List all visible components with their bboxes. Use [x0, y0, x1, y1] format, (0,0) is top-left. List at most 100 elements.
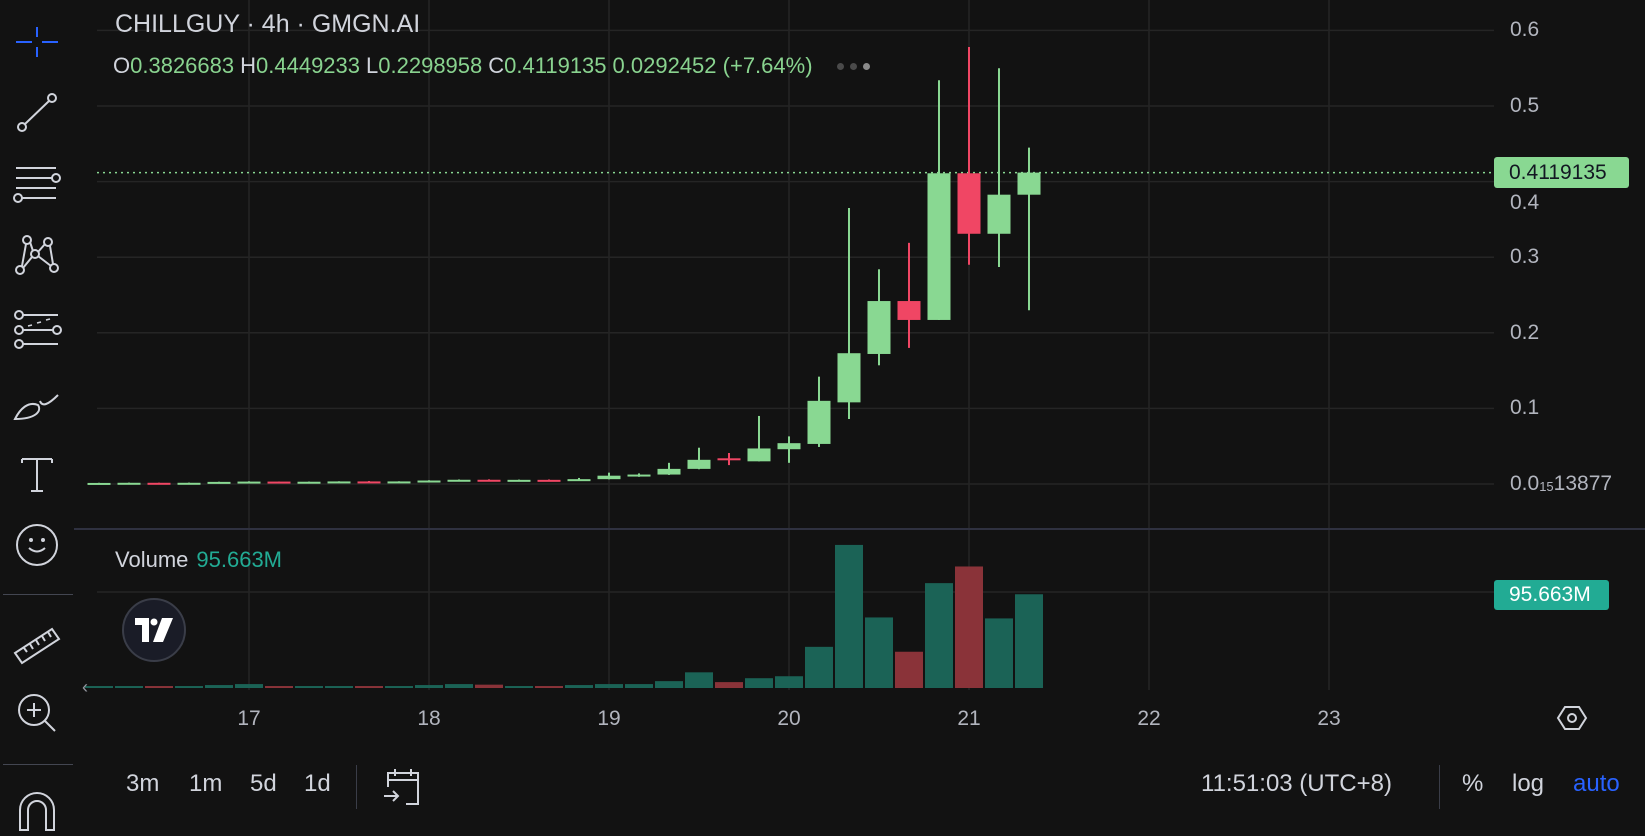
go-to-date-button[interactable]: [382, 767, 422, 812]
time-axis-label: 23: [1317, 707, 1341, 730]
volume-bar: [775, 676, 803, 688]
forecast-tool[interactable]: [12, 305, 62, 355]
emoji-tool[interactable]: [12, 520, 62, 570]
candle: [927, 80, 951, 320]
settings-hexagon-icon: [1556, 706, 1588, 730]
candle-body: [237, 481, 261, 484]
volume-tag: 95.663M: [1494, 580, 1609, 610]
ohlc-legend: O0.3826683 H0.4449233 L0.2298958 C0.4119…: [113, 53, 870, 79]
chart-title: CHILLGUY · 4h · GMGN.AI: [115, 10, 421, 38]
range-5d-button[interactable]: 5d: [250, 770, 277, 797]
percent-toggle[interactable]: %: [1462, 770, 1484, 797]
candle: [747, 415, 771, 462]
candle-body: [87, 482, 111, 485]
candle-body: [897, 301, 921, 320]
trend-line-tool[interactable]: [12, 88, 62, 138]
candle-body: [537, 479, 561, 482]
candle: [387, 481, 411, 484]
candle-body: [1017, 172, 1041, 195]
settings-button[interactable]: [1556, 704, 1588, 737]
price-axis-label: 0.5: [1510, 94, 1540, 117]
candle-body: [567, 479, 591, 482]
volume-bar: [955, 566, 983, 688]
candle-body: [657, 468, 681, 475]
candles: [87, 47, 1041, 485]
open-label: O: [113, 53, 131, 78]
zoom-in-tool[interactable]: [12, 688, 62, 738]
candle: [267, 481, 291, 484]
candle-body: [747, 448, 771, 462]
time-axis-label: 20: [777, 707, 801, 730]
price-axis-label: 0.3: [1510, 245, 1540, 269]
candle-body: [597, 475, 621, 480]
candle: [447, 479, 471, 482]
horizontal-lines-tool[interactable]: [12, 160, 62, 210]
candle-body: [327, 481, 351, 484]
volume-bar: [565, 685, 593, 688]
candle-body: [477, 479, 501, 482]
collapse-arrow-icon[interactable]: ‹: [82, 677, 88, 697]
candle-body: [717, 458, 741, 461]
brush-tool[interactable]: [12, 377, 62, 427]
candle: [117, 482, 141, 485]
candle-body: [627, 474, 651, 477]
volume-bar: [475, 684, 503, 688]
pattern-icon: [15, 235, 59, 275]
candle: [837, 208, 861, 419]
auto-toggle[interactable]: auto: [1573, 770, 1620, 797]
high-value: 0.4449233: [256, 53, 361, 78]
time-axis-label: 19: [597, 707, 621, 730]
clock[interactable]: 11:51:03 (UTC+8): [1201, 770, 1392, 797]
volume-bar: [505, 686, 533, 688]
price-axis-label: 0.1: [1510, 396, 1540, 420]
ruler-tool[interactable]: [12, 617, 62, 667]
volume-legend[interactable]: Volume 95.663M: [115, 547, 282, 573]
volume-bar: [655, 681, 683, 688]
time-axis-label: 18: [417, 707, 441, 730]
candle: [147, 482, 171, 485]
volume-bar: [745, 678, 773, 688]
text-tool[interactable]: [12, 449, 62, 499]
candle: [957, 47, 981, 265]
candle: [657, 462, 681, 475]
bottom-divider: [356, 765, 357, 809]
toolbar-divider: [3, 594, 73, 595]
pattern-tool[interactable]: [12, 230, 62, 280]
close-value: 0.4119135: [504, 53, 607, 78]
volume-bar: [205, 685, 233, 688]
volume-bar: [895, 651, 923, 688]
volume-bar: [865, 617, 893, 688]
candle: [477, 479, 501, 482]
bottom-divider: [1439, 765, 1440, 809]
text-icon: [21, 458, 53, 492]
log-toggle[interactable]: log: [1512, 770, 1545, 797]
candle: [237, 481, 261, 484]
crosshair-tool[interactable]: [12, 17, 62, 67]
time-axis-label: 21: [957, 707, 981, 730]
volume-bar: [355, 686, 383, 688]
more-options-button[interactable]: [836, 62, 870, 70]
volume-bar: [445, 684, 473, 688]
range-1m-button[interactable]: 1m: [189, 770, 223, 797]
horizontal-lines-icon: [13, 167, 61, 203]
high-label: H: [240, 53, 257, 78]
candle: [777, 436, 801, 463]
forecast-icon: [14, 310, 62, 349]
magnet-tool[interactable]: [12, 786, 62, 836]
dot-icon: [849, 62, 857, 70]
candle-body: [927, 173, 951, 320]
range-1d-button[interactable]: 1d: [304, 770, 331, 797]
candle-body: [987, 194, 1011, 234]
candle-body: [267, 481, 291, 484]
candle: [717, 453, 741, 466]
candle-body: [957, 173, 981, 234]
last-price-tag: 0.4119135: [1494, 157, 1629, 188]
zoom-in-icon: [18, 694, 56, 732]
candle-body: [447, 479, 471, 482]
price-axis-label-bottom: 0.01513877: [1510, 472, 1612, 496]
open-value: 0.3826683: [130, 53, 235, 78]
tradingview-logo[interactable]: [122, 598, 186, 662]
toolbar-divider: [3, 764, 73, 765]
range-3m-button[interactable]: 3m: [126, 770, 160, 797]
